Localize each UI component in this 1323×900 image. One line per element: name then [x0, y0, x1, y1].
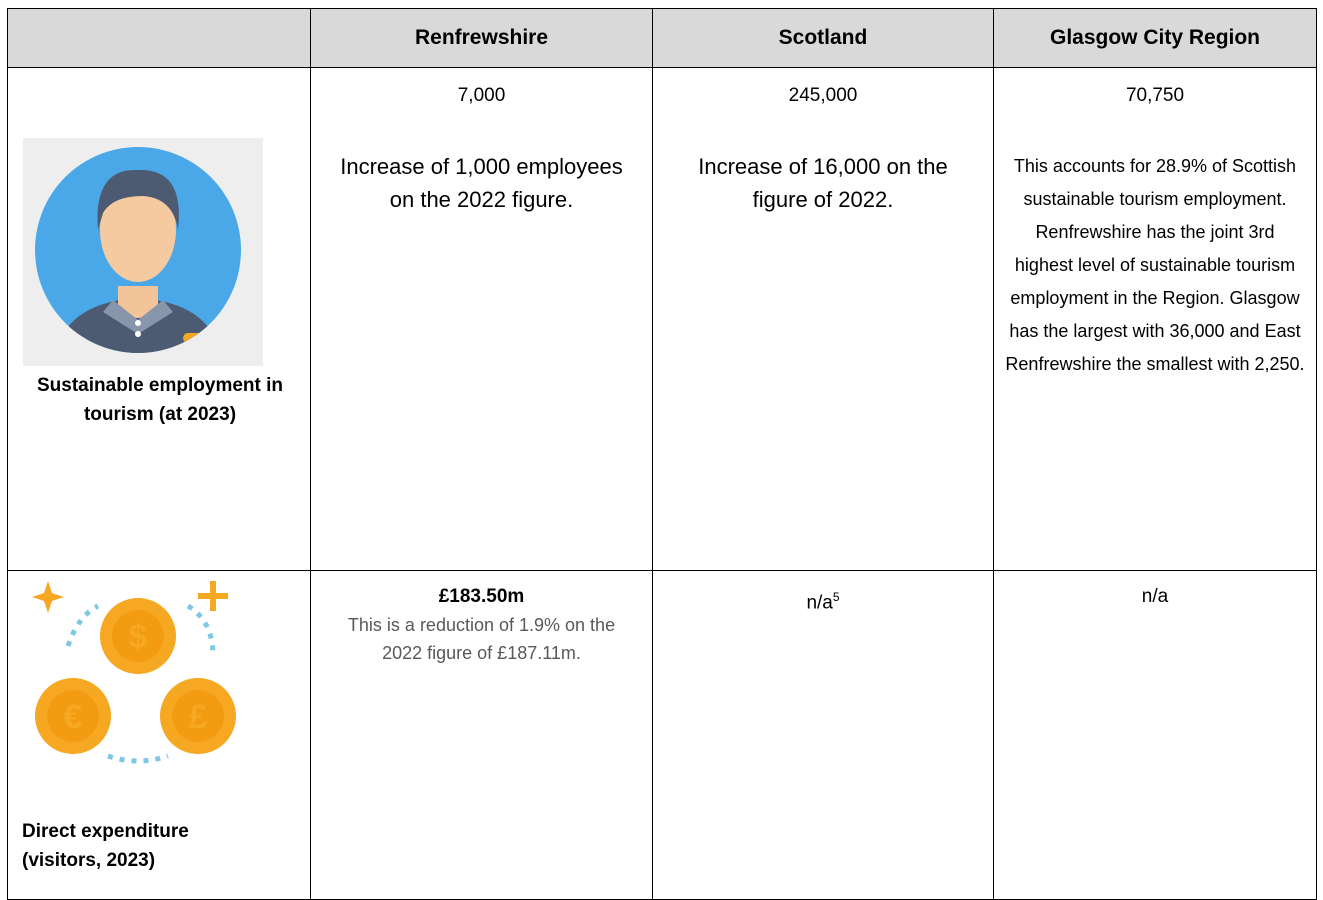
- figure: n/a: [1141, 586, 1169, 607]
- figure: 7,000: [457, 85, 506, 106]
- column-header: Scotland: [652, 8, 994, 68]
- note: This accounts for 28.9% of Scottish sust…: [1005, 156, 1305, 374]
- column-header: Glasgow City Region: [993, 8, 1317, 68]
- cell: 7,000 Increase of 1,000 employees on the…: [310, 67, 653, 571]
- svg-text:$: $: [129, 618, 148, 656]
- cell: 245,000 Increase of 16,000 on the figure…: [652, 67, 994, 571]
- row-label-cell: $ € £ Direct expenditure (visitors, 2023…: [7, 570, 311, 900]
- row-label-cell: Sustainable employment in tourism (at 20…: [7, 67, 311, 571]
- row-label: Direct expenditure (visitors, 2023): [22, 821, 189, 871]
- svg-text:£: £: [189, 698, 208, 736]
- note: This is a reduction of 1.9% on the 2022 …: [347, 615, 616, 663]
- cell: £183.50m This is a reduction of 1.9% on …: [310, 570, 653, 900]
- row-label: Sustainable employment in tourism (at 20…: [37, 375, 283, 425]
- note: Increase of 16,000 on the figure of 2022…: [698, 154, 948, 212]
- svg-text:€: €: [64, 698, 83, 736]
- footnote-ref: 5: [832, 590, 840, 604]
- cell: 70,750 This accounts for 28.9% of Scotti…: [993, 67, 1317, 571]
- figure: 245,000: [788, 85, 858, 106]
- expenditure-icon: $ € £: [32, 581, 236, 764]
- employee-icon: [23, 138, 263, 366]
- cell: n/a5: [652, 570, 994, 900]
- cell: n/a: [993, 570, 1317, 900]
- figure: n/a: [806, 592, 833, 614]
- figure: £183.50m: [438, 586, 525, 607]
- column-header: Renfrewshire: [310, 8, 653, 68]
- note: Increase of 1,000 employees on the 2022 …: [340, 154, 623, 212]
- page: Renfrewshire Scotland Glasgow City Regio…: [7, 8, 1317, 900]
- figure: 70,750: [1125, 85, 1185, 106]
- header-corner: [7, 8, 311, 68]
